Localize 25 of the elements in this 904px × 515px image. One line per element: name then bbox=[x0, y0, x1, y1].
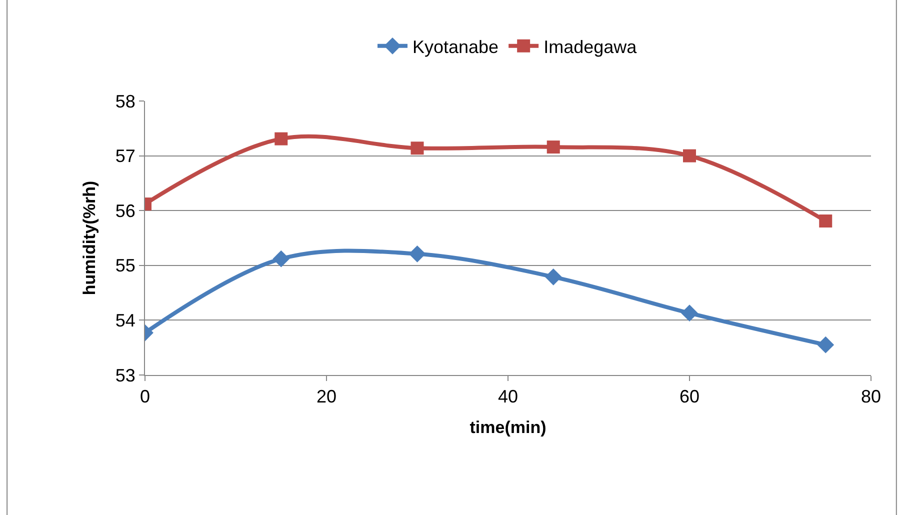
y-tick-label: 56 bbox=[115, 200, 136, 221]
y-tick-label: 55 bbox=[115, 256, 136, 276]
y-tick-label: 57 bbox=[115, 146, 136, 166]
point bbox=[410, 142, 424, 155]
point bbox=[544, 268, 562, 286]
x-axis-title: time(min) bbox=[470, 418, 546, 437]
x-tick-label: 20 bbox=[316, 386, 337, 407]
x-tick-label: 0 bbox=[140, 386, 150, 407]
y-tick-label: 58 bbox=[115, 91, 136, 112]
point bbox=[817, 336, 834, 354]
point bbox=[819, 214, 832, 228]
x-tick-label: 60 bbox=[679, 386, 700, 407]
point bbox=[546, 140, 560, 154]
x-tick-label: 80 bbox=[860, 386, 882, 407]
point bbox=[274, 132, 288, 146]
y-tick-label: 53 bbox=[115, 365, 136, 386]
point bbox=[408, 245, 426, 262]
point bbox=[681, 304, 698, 322]
point bbox=[272, 250, 290, 268]
x-tick-label: 40 bbox=[498, 386, 518, 407]
y-tick-label: 54 bbox=[115, 310, 136, 330]
legend-label: Imadegawa bbox=[544, 36, 638, 57]
y-axis-title: humidity(%rh) bbox=[80, 180, 99, 296]
point bbox=[683, 149, 696, 162]
legend-label: Kyotanabe bbox=[412, 36, 499, 57]
